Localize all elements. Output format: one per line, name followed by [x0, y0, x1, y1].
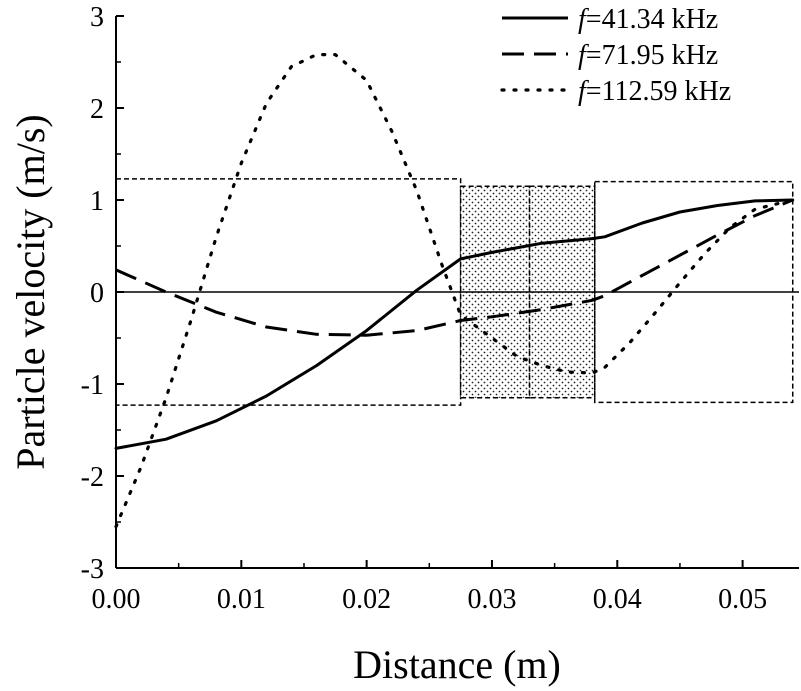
- series-line-1: [114, 198, 795, 450]
- y-tick-label: -1: [81, 370, 104, 401]
- x-axis-label: Distance (m): [353, 642, 561, 687]
- series-line-3: [114, 52, 795, 529]
- y-tick-label: 1: [90, 186, 104, 217]
- x-tick-label: 0.00: [92, 584, 141, 615]
- x-tick-label: 0.05: [718, 584, 767, 615]
- x-tick-label: 0.03: [467, 584, 516, 615]
- y-tick-label: 0: [90, 278, 104, 309]
- series-lines: [114, 52, 795, 529]
- x-tick-label: 0.01: [217, 584, 266, 615]
- y-axis-label: Particle velocity (m/s): [8, 114, 53, 469]
- y-tick-label: 2: [90, 94, 104, 125]
- legend: f=41.34 kHz f=71.95 kHz f=112.59 kHz: [500, 4, 731, 107]
- legend-label-3: f=112.59 kHz: [578, 76, 731, 107]
- x-tick-label: 0.04: [593, 584, 642, 615]
- y-tick-label: 3: [90, 2, 104, 33]
- y-tick-label: -2: [81, 462, 104, 493]
- legend-label-2: f=71.95 kHz: [578, 40, 718, 71]
- y-tick-label: -3: [81, 554, 104, 585]
- axes: -3 -2 -1 0 1 2 3 0.00 0.01 0.02 0.03 0.04 0.05: [81, 2, 799, 615]
- series-line-2: [115, 198, 794, 337]
- legend-label-1: f=41.34 kHz: [578, 4, 718, 35]
- x-tick-label: 0.02: [342, 584, 391, 615]
